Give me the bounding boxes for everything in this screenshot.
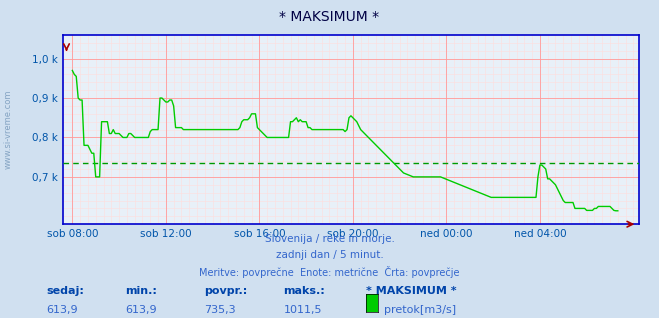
Text: maks.:: maks.: xyxy=(283,286,325,296)
Text: Slovenija / reke in morje.: Slovenija / reke in morje. xyxy=(264,234,395,244)
Text: zadnji dan / 5 minut.: zadnji dan / 5 minut. xyxy=(275,250,384,259)
Text: Meritve: povprečne  Enote: metrične  Črta: povprečje: Meritve: povprečne Enote: metrične Črta:… xyxy=(199,266,460,278)
Text: 613,9: 613,9 xyxy=(125,305,157,315)
Text: min.:: min.: xyxy=(125,286,157,296)
Text: www.si-vreme.com: www.si-vreme.com xyxy=(3,90,13,169)
Text: sedaj:: sedaj: xyxy=(46,286,84,296)
Text: 735,3: 735,3 xyxy=(204,305,236,315)
Text: * MAKSIMUM *: * MAKSIMUM * xyxy=(279,10,380,24)
Text: 1011,5: 1011,5 xyxy=(283,305,322,315)
Text: pretok[m3/s]: pretok[m3/s] xyxy=(384,305,455,315)
Text: * MAKSIMUM *: * MAKSIMUM * xyxy=(366,286,457,296)
Text: povpr.:: povpr.: xyxy=(204,286,248,296)
Text: 613,9: 613,9 xyxy=(46,305,78,315)
